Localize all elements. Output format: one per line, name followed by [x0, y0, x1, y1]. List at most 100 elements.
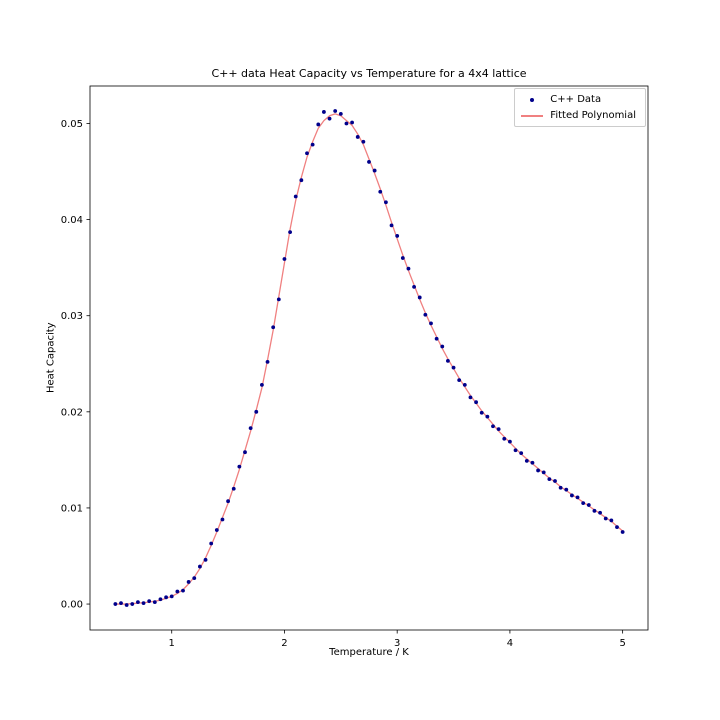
data-point: [586, 503, 591, 507]
data-point: [237, 464, 242, 469]
data-point: [333, 109, 338, 113]
data-point: [344, 121, 349, 126]
data-point: [474, 400, 478, 405]
data-point: [141, 601, 146, 605]
data-point: [524, 458, 529, 463]
data-point: [502, 436, 507, 441]
data-point: [581, 501, 586, 506]
data-point: [553, 479, 557, 483]
y-tick-label: 0.02: [61, 407, 83, 418]
x-tick-label: 4: [507, 638, 513, 649]
data-point: [372, 168, 377, 173]
data-point: [152, 600, 157, 605]
data-point: [220, 517, 225, 522]
data-point: [598, 510, 602, 515]
data-point: [575, 495, 580, 500]
legend: C++ Data Fitted Polynomial: [514, 88, 646, 127]
data-point: [615, 525, 619, 530]
data-point: [446, 358, 450, 363]
data-point: [198, 564, 202, 569]
data-point: [384, 200, 388, 205]
data-point: [260, 383, 264, 387]
y-tick-label: 0.03: [61, 311, 83, 322]
data-point: [457, 378, 462, 383]
data-point: [429, 321, 433, 326]
legend-item-fitted-polynomial: Fitted Polynomial: [521, 110, 636, 121]
data-point: [564, 487, 569, 492]
y-tick-label: 0.05: [61, 119, 83, 130]
x-tick-label: 1: [169, 638, 175, 649]
data-point: [265, 359, 270, 364]
data-point: [181, 588, 185, 593]
data-point: [147, 599, 152, 604]
data-point: [479, 410, 484, 415]
data-point: [299, 178, 304, 183]
data-point: [124, 603, 129, 607]
data-point: [186, 580, 191, 584]
data-point: [417, 295, 422, 300]
data-point: [192, 576, 197, 580]
data-point: [254, 409, 259, 414]
data-point: [547, 477, 552, 482]
data-point: [491, 424, 495, 429]
data-point: [293, 194, 298, 199]
data-point: [389, 223, 394, 228]
chart-title: C++ data Heat Capacity vs Temperature fo…: [211, 67, 527, 80]
data-point: [462, 383, 467, 387]
data-point: [310, 142, 315, 147]
data-point: [158, 597, 163, 602]
data-point: [603, 516, 608, 521]
data-point: [305, 151, 309, 156]
data-point: [282, 257, 287, 261]
data-point: [468, 395, 473, 400]
legend-item-cpp-data: C++ Data: [521, 94, 636, 105]
data-point: [361, 139, 366, 144]
data-point: [592, 508, 597, 513]
data-point: [243, 450, 247, 455]
data-point: [440, 344, 445, 349]
data-point: [485, 414, 490, 419]
data-point: [400, 256, 405, 260]
data-point: [620, 530, 625, 534]
data-point: [395, 234, 400, 238]
x-axis-label: Temperature / K: [329, 647, 409, 658]
data-point: [541, 470, 546, 475]
legend-label-cpp-data: C++ Data: [550, 94, 602, 105]
line-marker-icon: [521, 114, 544, 117]
data-point: [231, 486, 236, 491]
data-point: [248, 426, 253, 431]
legend-label-fitted-polynomial: Fitted Polynomial: [550, 110, 636, 121]
data-point: [519, 451, 524, 456]
data-point: [451, 365, 456, 370]
fitted-line: [115, 113, 624, 605]
data-point: [113, 602, 118, 606]
axes-spines: [89, 85, 649, 631]
data-point: [355, 135, 360, 139]
data-point: [412, 284, 416, 289]
x-tick-label: 3: [394, 638, 400, 649]
data-point: [558, 485, 563, 490]
data-point: [513, 448, 518, 453]
data-point: [271, 325, 276, 330]
data-point: [406, 266, 411, 271]
data-point: [327, 116, 332, 121]
data-point: [164, 595, 168, 600]
data-point: [367, 160, 371, 164]
data-point: [378, 189, 383, 194]
data-point: [226, 499, 230, 504]
data-point: [130, 602, 135, 606]
data-point: [136, 600, 140, 605]
data-point: [350, 120, 354, 125]
data-point: [434, 336, 439, 341]
y-axis-label: Heat Capacity: [45, 322, 57, 394]
data-point: [175, 589, 180, 594]
y-tick-label: 0.04: [61, 215, 83, 226]
data-point: [508, 439, 512, 444]
data-point: [169, 594, 174, 599]
y-tick-label: 0.00: [61, 600, 83, 611]
data-point: [119, 601, 123, 605]
data-point: [316, 122, 321, 127]
data-point: [276, 297, 281, 302]
